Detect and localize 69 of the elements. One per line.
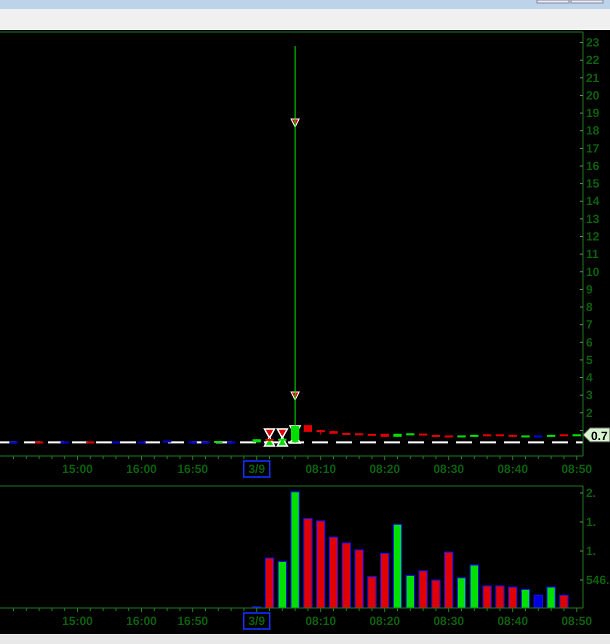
bar [316, 520, 326, 608]
y-tick-label: 16 [586, 158, 600, 173]
y-tick-label: 23 [586, 36, 600, 50]
bar [470, 564, 479, 608]
x-tick-label: 16:50 [177, 614, 208, 628]
x-tick-label: 08:20 [369, 462, 400, 476]
bar [444, 552, 454, 608]
y-tick-label: 19 [586, 106, 600, 120]
x-tick-label: 08:50 [561, 462, 592, 476]
bar [278, 561, 287, 608]
text: 2. [586, 486, 596, 500]
bar [367, 576, 377, 608]
x-tick-label: 15:00 [62, 614, 94, 628]
y-tick-label: 17 [586, 141, 600, 156]
text: 1. [586, 544, 596, 558]
text: 1. [586, 515, 596, 529]
x-tick-label: 08:40 [497, 462, 528, 476]
x-tick-label: 3/9 [248, 614, 266, 628]
bar [290, 491, 300, 608]
text: 0.7 [591, 428, 608, 443]
x-tick-label: 08:30 [433, 614, 464, 628]
y-tick-label: 12 [586, 230, 600, 244]
bar [406, 574, 415, 608]
x-tick-label: 16:50 [177, 462, 208, 476]
x-tick-label: 16:00 [126, 462, 158, 476]
bar [342, 542, 351, 608]
y-tick-label: 14 [586, 194, 600, 208]
bar [380, 552, 390, 608]
x-tick-label: 08:50 [561, 614, 592, 628]
y-tick-label: 9 [586, 282, 593, 296]
bar [559, 594, 569, 608]
y-tick-label: 3 [586, 388, 593, 402]
y-tick-label: 6 [586, 335, 593, 350]
bar [264, 558, 274, 608]
y-tick-label: 4 [586, 370, 593, 385]
bar [328, 536, 338, 608]
bar [303, 518, 313, 608]
bar [392, 524, 402, 608]
y-tick-label: 21 [586, 70, 600, 85]
y-tick-label: 11 [586, 247, 600, 262]
y-tick-label: 2 [586, 406, 593, 420]
bar [508, 586, 518, 608]
y-tick-label: 22 [586, 53, 600, 68]
bar [534, 594, 543, 608]
bar [418, 570, 428, 608]
y-tick-label: 13 [586, 212, 600, 226]
bar [456, 577, 466, 608]
y-tick-label: 7 [586, 318, 593, 332]
y-tick-label: 10 [586, 264, 600, 279]
y-tick-label: 18 [586, 124, 600, 138]
x-tick-label: 16:00 [126, 614, 158, 628]
x-tick-label: 08:10 [305, 462, 336, 476]
y-tick-label: 15 [586, 176, 600, 191]
bar [354, 549, 364, 608]
text: 546. [586, 573, 610, 587]
x-tick-label: 15:00 [62, 462, 94, 476]
x-tick-label: 3/9 [248, 462, 266, 476]
y-tick-label: 5 [586, 352, 593, 367]
bar [546, 586, 556, 608]
x-tick-label: 08:10 [305, 614, 336, 628]
x-tick-label: 08:20 [369, 614, 400, 628]
x-tick-label: 08:30 [433, 462, 464, 476]
bar [431, 580, 441, 608]
x-tick-label: 08:40 [497, 614, 528, 628]
bar [482, 585, 492, 608]
bar [495, 585, 505, 608]
y-tick-label: 8 [586, 300, 593, 314]
y-tick-label: 20 [586, 88, 600, 102]
bar [520, 588, 530, 608]
